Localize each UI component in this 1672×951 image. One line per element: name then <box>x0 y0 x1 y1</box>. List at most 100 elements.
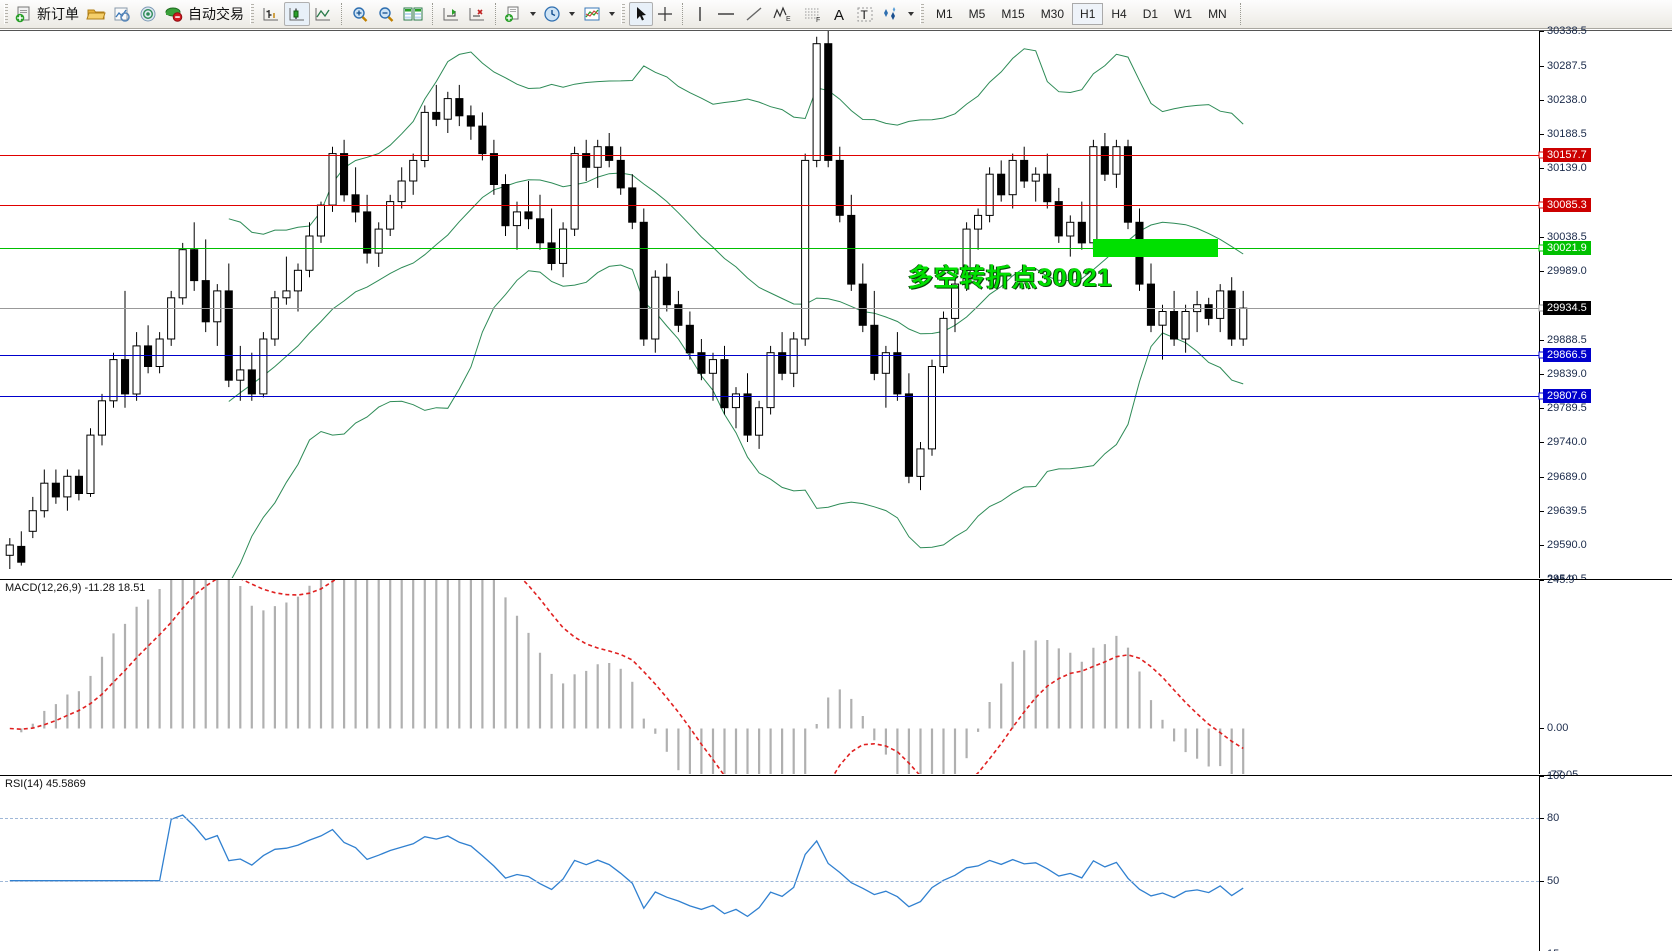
line-chart-icon[interactable] <box>310 2 336 26</box>
autotrade-icon[interactable] <box>161 2 187 26</box>
axis-tick <box>1540 408 1544 409</box>
candle <box>893 332 902 401</box>
template-icon[interactable] <box>501 2 526 26</box>
price-axis-label: 30287.5 <box>1547 60 1587 73</box>
macd-axis[interactable]: 245.90.00-77.05 <box>1539 574 1672 781</box>
toolbar-grip-4[interactable] <box>920 4 924 24</box>
price-level-line[interactable] <box>0 355 1539 357</box>
toolbar-grip[interactable] <box>4 4 8 24</box>
indicator-dropdown-caret[interactable] <box>609 12 615 16</box>
price-axis-label: 30139.0 <box>1547 162 1587 174</box>
candle <box>847 194 856 291</box>
text-icon[interactable]: A <box>828 2 852 26</box>
timeframe-m1[interactable]: M1 <box>936 7 953 21</box>
timeframe-m15[interactable]: M15 <box>1001 7 1025 21</box>
axis-tick <box>1540 477 1544 479</box>
period-clock-icon[interactable] <box>540 2 565 26</box>
auto-scroll-icon[interactable] <box>464 2 490 26</box>
axis-tick <box>1540 237 1544 238</box>
timeframe-d1[interactable]: D1 <box>1142 7 1159 21</box>
timeframe-w1[interactable]: W1 <box>1174 7 1193 21</box>
rsi-axis-label: 50 <box>1547 874 1560 887</box>
annotation-text[interactable]: 多空转折点30021 <box>908 264 1113 292</box>
timeframe-m30[interactable]: M30 <box>1040 7 1065 21</box>
macd-label: MACD(12,26,9) -11.28 18.51 <box>5 582 146 594</box>
axis-tick <box>1540 374 1544 375</box>
candle <box>17 531 26 566</box>
candle <box>386 194 395 236</box>
shift-end-icon[interactable] <box>438 2 464 26</box>
price-level-chip[interactable]: 30085.3 <box>1543 197 1591 212</box>
price-plot[interactable]: 多空转折点30021 <box>0 31 1539 578</box>
axis-tick <box>1540 511 1544 512</box>
vline-icon[interactable] <box>688 2 712 26</box>
main-toolbar: 新订单 <box>0 0 1672 29</box>
price-axis-label: 29888.5 <box>1547 334 1587 347</box>
price-level-chip[interactable]: 30157.7 <box>1543 148 1591 163</box>
hline-icon[interactable] <box>712 2 740 26</box>
objects-dropdown-caret[interactable] <box>908 12 914 16</box>
candle <box>778 332 787 381</box>
rsi-plot[interactable] <box>0 776 1539 951</box>
price-level-chip[interactable]: 29866.5 <box>1543 348 1591 363</box>
candle <box>685 311 694 360</box>
rsi-pane[interactable]: RSI(14) 45.5869 100 80 50 15 <box>0 770 1672 951</box>
candle <box>74 469 84 501</box>
candle <box>1181 304 1190 353</box>
candle <box>743 373 752 442</box>
timeframe-m5[interactable]: M5 <box>968 7 986 21</box>
crosshair-icon[interactable] <box>653 2 677 26</box>
folder-icon[interactable] <box>83 2 109 26</box>
timeframe-h1[interactable]: H1 <box>1072 3 1104 25</box>
zoom-out-icon[interactable] <box>373 2 399 26</box>
price-level-line[interactable] <box>0 204 1539 206</box>
network-icon[interactable] <box>135 2 161 26</box>
price-level-chip[interactable]: 29934.5 <box>1543 301 1591 316</box>
price-level-line[interactable] <box>0 308 1539 310</box>
toolbar-grip-3[interactable] <box>621 4 625 24</box>
price-level-chip[interactable]: 29807.6 <box>1543 388 1591 403</box>
candle <box>512 201 522 250</box>
print-preview-icon[interactable] <box>109 2 135 26</box>
data-window-icon[interactable] <box>399 2 427 26</box>
candle <box>28 496 37 539</box>
candle <box>167 290 176 346</box>
price-axis[interactable]: 30338.5 30287.5 30238.0 30188.5 30139.0 30038… <box>1538 25 1672 585</box>
candle <box>97 393 107 446</box>
indicator-list-icon[interactable] <box>579 2 605 26</box>
macd-pane[interactable]: MACD(12,26,9) -11.28 18.51 245.90.00-77.… <box>0 574 1672 781</box>
label-icon[interactable]: T <box>852 2 878 26</box>
period-dropdown-caret[interactable] <box>569 12 575 16</box>
bar-chart-icon[interactable] <box>258 2 284 26</box>
price-level-line[interactable] <box>0 395 1539 397</box>
price-level-chip[interactable]: 30021.9 <box>1543 241 1591 256</box>
objects-icon[interactable] <box>878 2 904 26</box>
candle <box>697 339 706 381</box>
autotrade-label[interactable]: 自动交易 <box>188 6 244 22</box>
price-level-line[interactable] <box>0 248 1539 250</box>
bollinger-band-line <box>228 172 1244 402</box>
price-level-line[interactable] <box>0 155 1539 157</box>
candle <box>155 332 164 374</box>
new-order-icon[interactable] <box>12 2 36 26</box>
toolbar-grip-2[interactable] <box>250 4 254 24</box>
rsi-svg <box>9 814 1244 918</box>
candle <box>409 153 418 195</box>
macd-plot[interactable] <box>0 580 1539 774</box>
cursor-icon[interactable] <box>629 2 653 26</box>
elliott-icon[interactable]: E <box>768 2 798 26</box>
timeframe-mn[interactable]: MN <box>1208 7 1227 21</box>
annotation-rectangle[interactable] <box>1093 239 1218 257</box>
candlestick-chart-icon[interactable] <box>284 2 310 26</box>
price-axis-label: 29789.5 <box>1547 402 1587 414</box>
chart-area[interactable]: 多空转折点30021 30338.5 30287.5 30238.0 30188.5 3… <box>0 25 1672 951</box>
timeframe-group: M1 M5 M15 M30 H1 H4 D1 W1 MN <box>928 3 1235 25</box>
rsi-axis[interactable]: 100 80 50 15 <box>1539 770 1672 951</box>
new-order-label[interactable]: 新订单 <box>37 6 79 22</box>
price-pane[interactable]: 多空转折点30021 30338.5 30287.5 30238.0 30188.5 3… <box>0 25 1672 585</box>
zoom-in-icon[interactable] <box>347 2 373 26</box>
timeframe-h4[interactable]: H4 <box>1111 7 1127 21</box>
fibonacci-icon[interactable]: F <box>798 2 828 26</box>
template-dropdown-caret[interactable] <box>530 12 536 16</box>
trendline-icon[interactable] <box>740 2 768 26</box>
